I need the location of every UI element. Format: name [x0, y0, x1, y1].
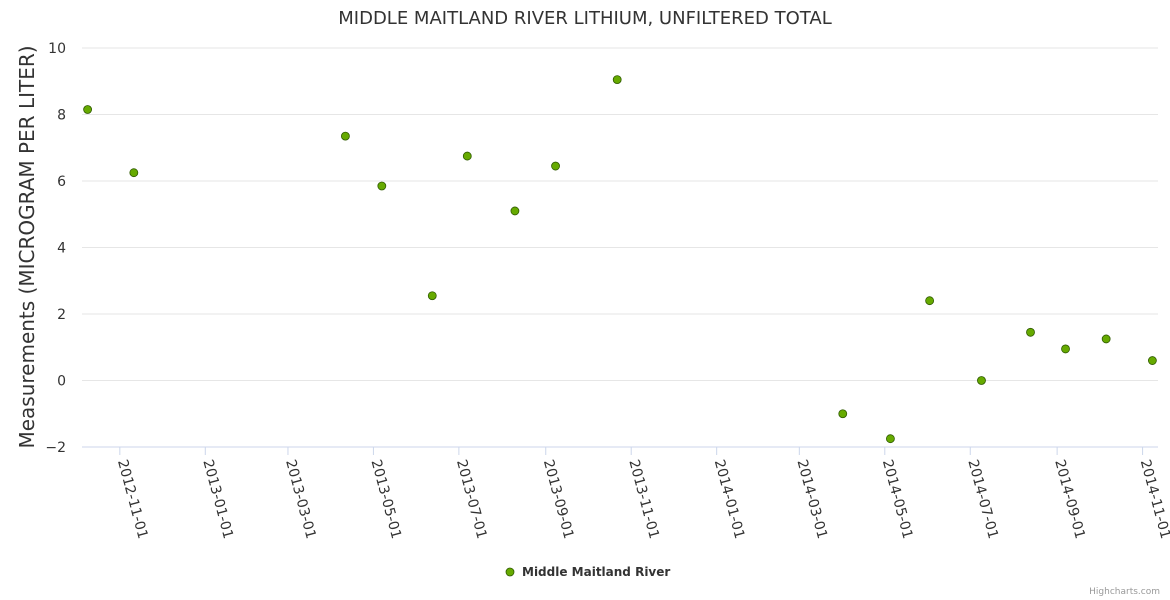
data-point[interactable] [377, 181, 387, 191]
data-point[interactable] [83, 105, 93, 114]
legend-marker [505, 567, 515, 577]
y-tick-label: −2 [45, 440, 66, 456]
data-point[interactable] [427, 291, 437, 301]
legend-label: Middle Maitland River [522, 565, 670, 579]
data-point[interactable] [1026, 327, 1035, 337]
y-tick-label: 4 [57, 241, 66, 257]
y-tick-label: 2 [57, 307, 66, 323]
data-point[interactable] [886, 434, 895, 444]
y-axis-ticks: −2 0 2 4 6 8 10 [45, 41, 66, 456]
data-point[interactable] [129, 168, 139, 178]
y-tick-label: 6 [57, 174, 66, 190]
data-point[interactable] [977, 376, 986, 385]
data-point[interactable] [1061, 344, 1070, 354]
data-point[interactable] [925, 296, 935, 306]
data-point[interactable] [612, 75, 622, 84]
legend-item[interactable]: Middle Maitland River [505, 565, 670, 579]
chart-title: MIDDLE MAITLAND RIVER LITHIUM, UNFILTERE… [338, 8, 831, 29]
data-point[interactable] [340, 131, 350, 141]
data-point[interactable] [551, 161, 560, 171]
data-point[interactable] [1101, 334, 1111, 344]
data-point[interactable] [462, 151, 472, 161]
data-point[interactable] [510, 206, 520, 216]
data-point[interactable] [838, 409, 848, 419]
y-tick-label: 10 [48, 41, 66, 57]
y-tick-label: 8 [57, 108, 66, 124]
credits-link[interactable]: Highcharts.com [1089, 587, 1160, 597]
y-tick-label: 0 [57, 374, 66, 390]
data-point[interactable] [1147, 356, 1157, 365]
data-series-points [83, 75, 1157, 444]
y-axis-label: Measurements (MICROGRAM PER LITER) [15, 45, 39, 448]
